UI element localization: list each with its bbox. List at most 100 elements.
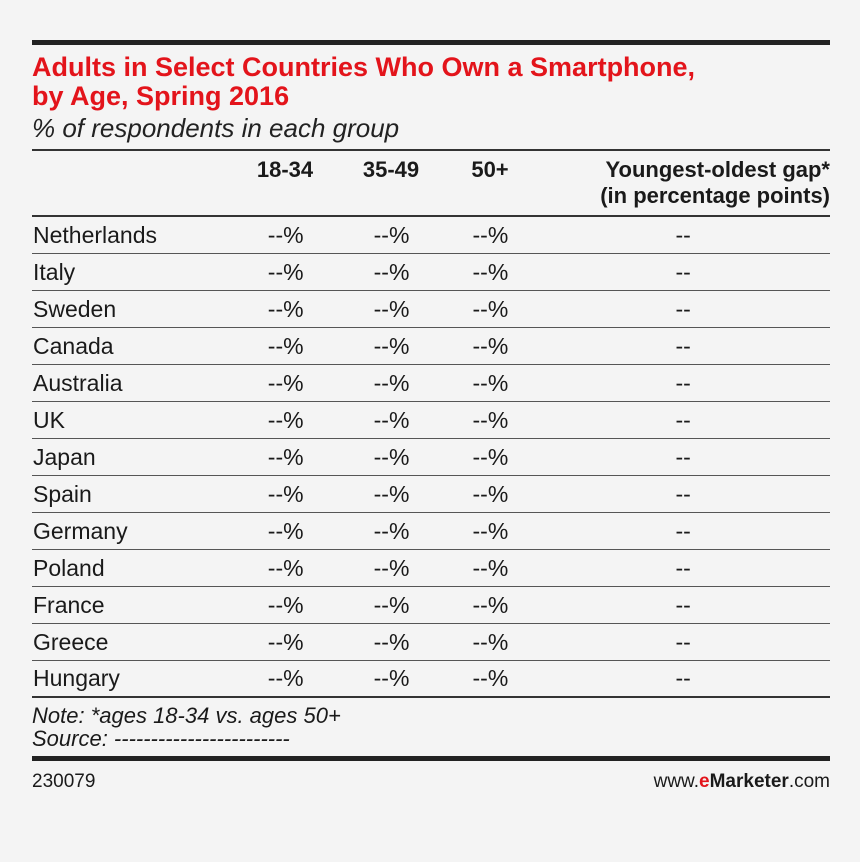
- table-row: Netherlands --% --% --% --: [32, 217, 830, 254]
- header-gap-line-1: Youngest-oldest gap*: [605, 157, 831, 182]
- brand-link[interactable]: www.eMarketer.com: [654, 771, 830, 793]
- header-gap: Youngest-oldest gap* (in percentage poin…: [536, 157, 830, 209]
- table-row: Italy --% --% --% --: [32, 254, 830, 291]
- table-header: 18-34 35-49 50+ Youngest-oldest gap* (in…: [32, 151, 830, 215]
- value-35-49-cell: --%: [373, 628, 410, 655]
- value-35-49-cell: --%: [373, 295, 410, 322]
- table-row: UK --% --% --% --: [32, 402, 830, 439]
- header-18-34: 18-34: [256, 157, 314, 182]
- chart-card: Adults in Select Countries Who Own a Sma…: [32, 40, 830, 793]
- footer: 230079 www.eMarketer.com: [32, 771, 830, 793]
- value-35-49-cell: --%: [373, 665, 410, 691]
- gap-cell: --: [675, 406, 691, 433]
- gap-cell: --: [675, 332, 691, 359]
- gap-cell: --: [675, 295, 691, 322]
- title-line-1: Adults in Select Countries Who Own a Sma…: [32, 52, 696, 82]
- header-35-49: 35-49: [362, 157, 420, 182]
- value-50-plus-cell: --%: [472, 480, 509, 507]
- value-50-plus-cell: --%: [472, 369, 509, 396]
- chart-title: Adults in Select Countries Who Own a Sma…: [32, 53, 830, 111]
- table-row: Germany --% --% --% --: [32, 513, 830, 550]
- country-cell: Canada: [33, 332, 114, 359]
- bottom-rule: [32, 756, 830, 761]
- country-cell: France: [33, 591, 105, 618]
- table-row: Australia --% --% --% --: [32, 365, 830, 402]
- gap-cell: --: [675, 369, 691, 396]
- country-cell: Italy: [33, 258, 76, 285]
- gap-cell: --: [675, 443, 691, 470]
- header-rule: [32, 149, 830, 151]
- country-cell: Hungary: [33, 665, 120, 691]
- value-35-49-cell: --%: [373, 406, 410, 433]
- title-line-2: by Age, Spring 2016: [32, 81, 290, 111]
- value-35-49-cell: --%: [373, 258, 410, 285]
- value-50-plus-cell: --%: [472, 591, 509, 618]
- value-18-34-cell: --%: [267, 369, 304, 396]
- value-35-49-cell: --%: [373, 480, 410, 507]
- table-row: Hungary --% --% --% --: [32, 661, 830, 698]
- gap-cell: --: [675, 591, 691, 618]
- value-35-49-cell: --%: [373, 443, 410, 470]
- note-text: Note: *ages 18-34 vs. ages 50+: [32, 703, 341, 728]
- country-cell: Poland: [33, 554, 105, 581]
- value-50-plus-cell: --%: [472, 295, 509, 322]
- value-18-34-cell: --%: [267, 665, 304, 691]
- value-50-plus-cell: --%: [472, 517, 509, 544]
- header-gap-line-2: (in percentage points): [600, 183, 830, 208]
- table-row: Spain --% --% --% --: [32, 476, 830, 513]
- brand-name: Marketer: [709, 771, 789, 792]
- value-18-34-cell: --%: [267, 554, 304, 581]
- gap-cell: --: [675, 554, 691, 581]
- value-35-49-cell: --%: [373, 517, 410, 544]
- table-row: Japan --% --% --% --: [32, 439, 830, 476]
- value-18-34-cell: --%: [267, 480, 304, 507]
- value-50-plus-cell: --%: [472, 443, 509, 470]
- country-cell: Netherlands: [33, 221, 158, 248]
- value-18-34-cell: --%: [267, 332, 304, 359]
- brand-suffix: .com: [788, 771, 830, 792]
- country-cell: UK: [33, 406, 65, 433]
- gap-cell: --: [675, 665, 691, 691]
- value-50-plus-cell: --%: [472, 332, 509, 359]
- value-18-34-cell: --%: [267, 258, 304, 285]
- value-35-49-cell: --%: [373, 221, 410, 248]
- country-cell: Spain: [33, 480, 92, 507]
- top-rule: [32, 40, 830, 45]
- table-row: Sweden --% --% --% --: [32, 291, 830, 328]
- value-50-plus-cell: --%: [472, 221, 509, 248]
- value-18-34-cell: --%: [267, 628, 304, 655]
- table-body: Netherlands --% --% --% -- Italy --% --% --% -- Sw…: [32, 215, 830, 698]
- country-cell: Sweden: [33, 295, 117, 322]
- country-cell: Germany: [33, 517, 128, 544]
- value-50-plus-cell: --%: [472, 665, 509, 691]
- brand-prefix: www.: [653, 771, 700, 792]
- gap-cell: --: [675, 221, 691, 248]
- value-18-34-cell: --%: [267, 517, 304, 544]
- gap-cell: --: [675, 628, 691, 655]
- notes: Note: *ages 18-34 vs. ages 50+ Source: -…: [32, 704, 830, 750]
- value-18-34-cell: --%: [267, 443, 304, 470]
- country-cell: Japan: [33, 443, 96, 470]
- source-text: Source: ------------------------: [32, 726, 290, 751]
- value-18-34-cell: --%: [267, 221, 304, 248]
- value-50-plus-cell: --%: [472, 258, 509, 285]
- table-row: Poland --% --% --% --: [32, 550, 830, 587]
- table-row: Canada --% --% --% --: [32, 328, 830, 365]
- gap-cell: --: [675, 258, 691, 285]
- table-row: Greece --% --% --% --: [32, 624, 830, 661]
- gap-cell: --: [675, 517, 691, 544]
- value-50-plus-cell: --%: [472, 628, 509, 655]
- value-35-49-cell: --%: [373, 369, 410, 396]
- chart-subtitle: % of respondents in each group: [32, 113, 400, 143]
- table-row: France --% --% --% --: [32, 587, 830, 624]
- value-50-plus-cell: --%: [472, 406, 509, 433]
- value-35-49-cell: --%: [373, 332, 410, 359]
- value-18-34-cell: --%: [267, 406, 304, 433]
- gap-cell: --: [675, 480, 691, 507]
- brand-e: e: [699, 771, 710, 792]
- value-35-49-cell: --%: [373, 554, 410, 581]
- value-18-34-cell: --%: [267, 591, 304, 618]
- header-50-plus: 50+: [471, 157, 509, 182]
- value-35-49-cell: --%: [373, 591, 410, 618]
- value-50-plus-cell: --%: [472, 554, 509, 581]
